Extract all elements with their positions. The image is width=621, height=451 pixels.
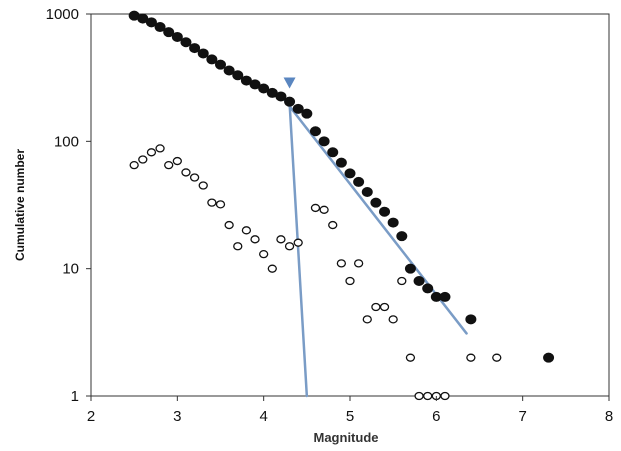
filled-data-point xyxy=(327,147,339,158)
annotations xyxy=(283,77,296,89)
y-axis-label: Cumulative number xyxy=(13,149,27,261)
filled-data-point xyxy=(249,79,261,90)
open-data-point xyxy=(250,235,260,244)
open-data-point xyxy=(224,220,234,230)
filled-data-point xyxy=(396,231,408,242)
open-data-point xyxy=(259,250,269,259)
open-data-point xyxy=(371,302,381,312)
open-data-point xyxy=(397,276,407,286)
open-data-point xyxy=(215,200,226,209)
data-points xyxy=(128,10,555,401)
filled-data-point xyxy=(361,187,373,198)
open-data-point xyxy=(310,203,321,213)
open-data-point xyxy=(129,161,139,170)
open-data-point xyxy=(241,226,252,235)
filled-data-point xyxy=(171,31,183,42)
x-tick-label: 6 xyxy=(432,408,440,425)
open-data-point xyxy=(146,148,157,157)
filled-data-point xyxy=(240,75,252,86)
open-data-point xyxy=(181,168,191,177)
filled-data-point xyxy=(180,37,192,48)
filled-data-point xyxy=(275,91,287,102)
filled-data-point xyxy=(465,314,477,325)
filled-data-point xyxy=(413,276,425,287)
fit-line xyxy=(288,101,309,398)
filled-data-point xyxy=(292,103,304,114)
fit-lines xyxy=(279,94,468,398)
open-data-point xyxy=(293,238,303,247)
open-data-point xyxy=(379,302,390,312)
filled-data-point xyxy=(370,197,382,208)
filled-data-point xyxy=(301,108,313,119)
open-data-point xyxy=(423,391,433,401)
filled-data-point xyxy=(215,59,226,70)
x-tick-label: 5 xyxy=(346,408,354,425)
filled-data-point xyxy=(353,176,365,187)
open-data-point xyxy=(336,259,347,268)
filled-data-point xyxy=(145,17,157,28)
filled-data-point xyxy=(154,22,166,33)
filled-data-point xyxy=(379,206,391,217)
plot-area xyxy=(90,13,610,397)
x-tick-label: 3 xyxy=(173,408,181,425)
filled-data-point xyxy=(232,70,244,81)
filled-data-point xyxy=(258,83,270,94)
open-data-point xyxy=(207,198,217,207)
filled-data-point xyxy=(543,352,555,363)
open-data-point xyxy=(164,161,174,170)
filled-data-point xyxy=(335,157,347,168)
x-tick-label: 4 xyxy=(259,408,267,425)
filled-data-point xyxy=(197,48,209,59)
filled-data-point xyxy=(189,43,201,54)
x-tick-label: 2 xyxy=(87,408,95,425)
open-data-point xyxy=(172,156,182,166)
open-data-point xyxy=(388,315,398,324)
open-data-point xyxy=(198,181,208,190)
open-data-point xyxy=(284,242,295,251)
open-data-point xyxy=(353,259,364,268)
filled-data-point xyxy=(223,65,235,76)
open-data-point xyxy=(233,242,243,251)
filled-data-point xyxy=(387,217,399,228)
open-data-point xyxy=(345,276,355,286)
open-data-point xyxy=(276,235,286,244)
x-axis-label: Magnitude xyxy=(314,430,379,445)
x-tick-label: 8 xyxy=(605,408,613,425)
filled-data-point xyxy=(284,96,296,107)
open-data-point xyxy=(362,315,372,324)
filled-data-point xyxy=(163,27,175,38)
filled-data-point xyxy=(439,291,451,302)
open-data-point xyxy=(267,264,277,273)
threshold-triangle-marker xyxy=(283,77,296,89)
open-data-point xyxy=(189,173,200,182)
open-data-point xyxy=(466,353,476,362)
filled-data-point xyxy=(422,283,434,294)
y-tick-label: 1 xyxy=(71,388,79,405)
y-tick-label: 1000 xyxy=(46,6,79,23)
y-tick-label: 10 xyxy=(62,261,79,278)
x-tick-label: 7 xyxy=(518,408,526,425)
axes: 2 3 4 5 6 7 8 1 10 100 1000 xyxy=(46,6,614,425)
open-data-point xyxy=(492,353,502,362)
filled-data-point xyxy=(404,263,416,274)
filled-data-point xyxy=(206,54,218,65)
open-data-point xyxy=(440,391,450,401)
open-data-point xyxy=(328,220,338,230)
open-data-point xyxy=(155,144,165,153)
open-data-point xyxy=(319,205,329,214)
open-data-point xyxy=(414,391,424,401)
filled-data-point xyxy=(344,168,356,179)
filled-data-point xyxy=(318,136,330,147)
y-tick-label: 100 xyxy=(54,133,79,150)
open-data-point xyxy=(138,155,148,164)
filled-data-point xyxy=(309,126,321,137)
open-data-point xyxy=(405,353,416,362)
